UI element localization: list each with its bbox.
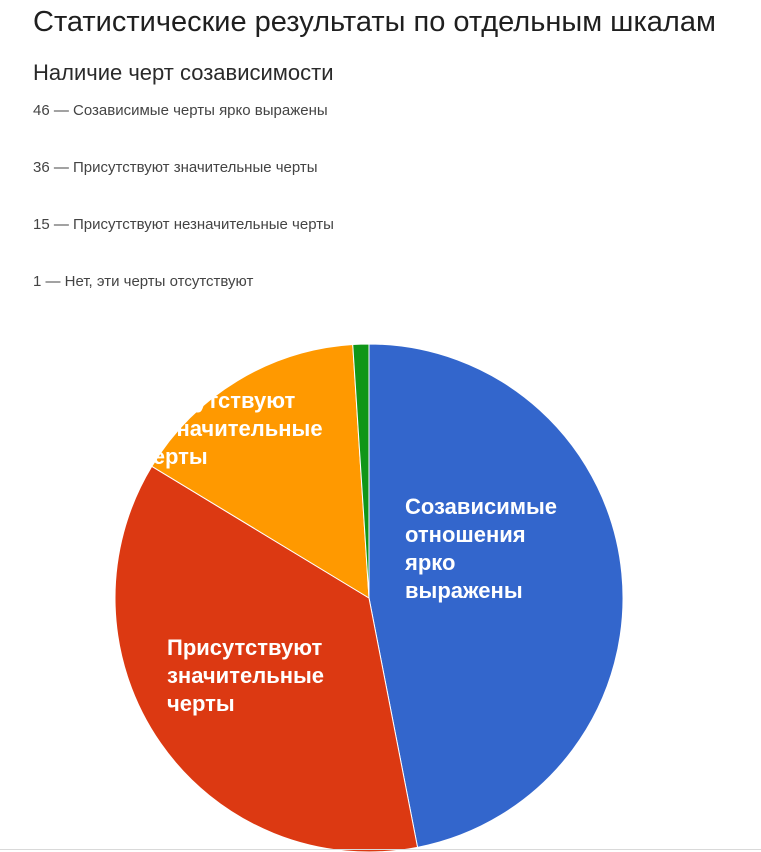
pie-slice-1 [368, 343, 624, 848]
slice-label-1: Созависимые отношения ярко выражены [404, 494, 557, 603]
slice-label-3: Присутствуют незначительные черты [140, 388, 323, 469]
pie-slice-4 [352, 343, 370, 599]
slice-label-line: выражены [405, 578, 523, 603]
chart-subtitle: Наличие черт созависимости [33, 60, 334, 85]
legend-line-2: 36 — Присутствуют значительные черты [33, 159, 318, 176]
legend-line-3: 15 — Присутствуют незначительные черты [33, 216, 334, 233]
slice-label-line: ярко [404, 550, 455, 575]
slice-label-line: незначительные [140, 416, 323, 441]
slice-label-line: Присутствуют [167, 635, 322, 660]
slice-label-line: Присутствуют [140, 388, 295, 413]
slice-label-line: черты [167, 691, 235, 716]
page-title: Статистические результаты по отдельным ш… [33, 6, 716, 38]
slice-label-line: черты [140, 444, 208, 469]
pie-slice-3 [151, 343, 370, 599]
legend-line-4: 1 — Нет, эти черты отсутствуют [33, 273, 254, 290]
slice-label-line: значительные [167, 663, 324, 688]
pie-slice-2 [114, 465, 419, 852]
legend-line-1: 46 — Созависимые черты ярко выражены [33, 102, 328, 119]
bottom-divider [0, 849, 761, 850]
slice-label-2: Присутствуют значительные черты [167, 635, 324, 716]
slice-label-line: Созависимые [405, 494, 557, 519]
slice-label-line: отношения [405, 522, 526, 547]
